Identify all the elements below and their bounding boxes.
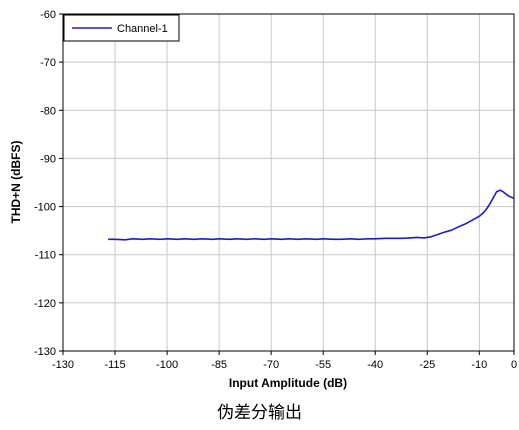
y-tick-label: -120 [34, 298, 56, 310]
y-tick-label: -90 [40, 153, 56, 165]
y-tick-label: -60 [40, 9, 56, 21]
x-tick-label: -115 [104, 359, 125, 371]
y-tick-label: -70 [40, 57, 56, 69]
x-tick-label: 0 [511, 359, 517, 371]
thd-n-chart: -130 -115 -100 -85 -70 -55 -40 -25 -10 0 -60-70-8… [9, 9, 517, 390]
y-tick-labels: -60 -70 -80 -90 -100 -110 -120 -130 [34, 9, 63, 358]
plot-frame [62, 13, 515, 352]
x-tick-label: -55 [315, 359, 331, 371]
x-tick-label: -85 [211, 359, 227, 371]
x-tick-label: -25 [419, 359, 435, 371]
x-tick-label: -70 [263, 359, 279, 371]
x-tick-label: -130 [52, 359, 74, 371]
x-tick-labels: -130 -115 -100 -85 -70 -55 -40 -25 -10 0 [52, 351, 517, 371]
plot-background [63, 14, 514, 351]
figure-caption: 伪差分输出 [217, 403, 302, 423]
x-axis-title: Input Amplitude (dB) [229, 376, 347, 390]
x-tick-label: -100 [156, 359, 178, 371]
x-tick-label: -40 [367, 359, 383, 371]
y-axis-title: THD+N (dBFS) [9, 141, 23, 224]
series-group [108, 189, 515, 241]
series-line-channel-1 [108, 189, 515, 241]
x-tick-label: -10 [471, 359, 487, 371]
y-tick-label: -130 [34, 346, 56, 358]
y-tick-label: -100 [34, 202, 56, 214]
legend: Channel-1 [63, 14, 180, 42]
legend-label-channel-1: Channel-1 [117, 23, 168, 35]
gridlines [63, 14, 514, 351]
y-tick-label: -110 [35, 250, 56, 262]
y-tick-label: -80 [40, 105, 56, 117]
